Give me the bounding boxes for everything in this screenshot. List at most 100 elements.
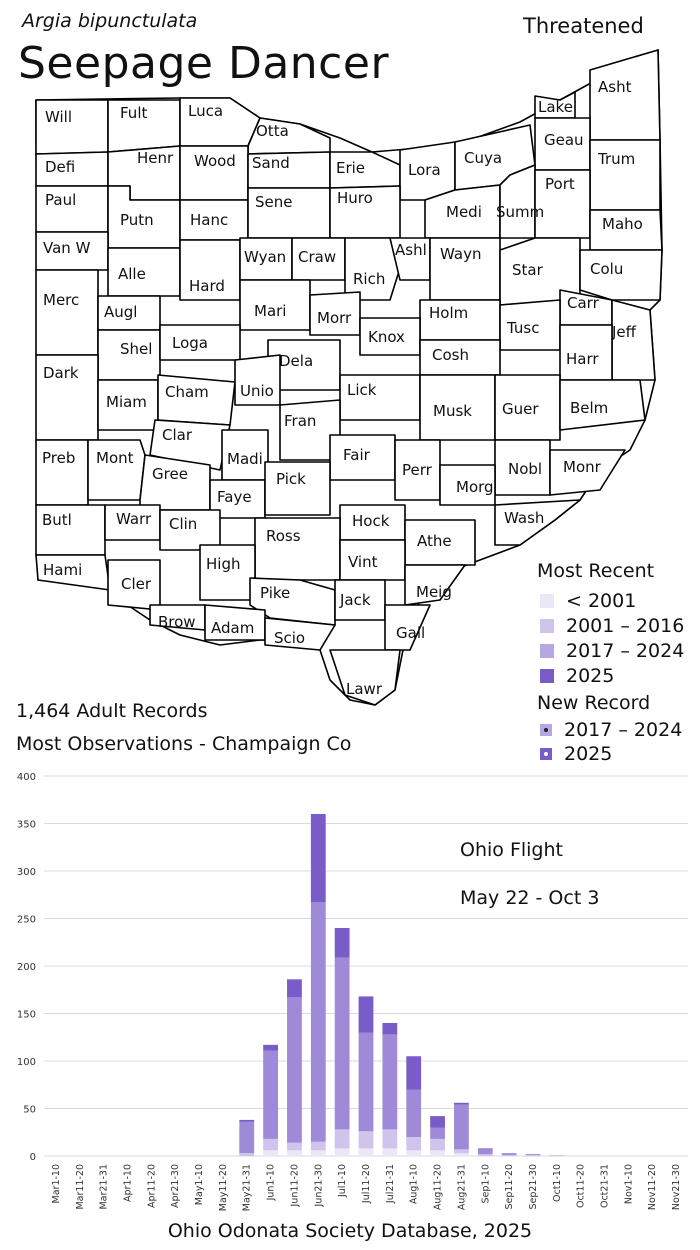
county-label: Warr — [116, 510, 152, 528]
x-tick-label: Apr21-30 — [170, 1164, 181, 1208]
bar-segment — [358, 1032, 374, 1132]
bar-segment — [334, 1148, 350, 1156]
x-tick-label: Jun21-30 — [313, 1164, 324, 1207]
county-label: Jack — [339, 591, 371, 609]
x-tick-label: Sep11-20 — [504, 1164, 515, 1210]
county-label: Merc — [43, 291, 79, 309]
y-tick-label: 0 — [30, 1152, 36, 1163]
county-label: Musk — [433, 402, 472, 420]
scientific-name: Argia bipunctulata — [22, 10, 198, 32]
bar-segment — [263, 1050, 278, 1139]
y-tick-label: 350 — [17, 820, 36, 831]
bar-segment — [239, 1153, 255, 1156]
county-label: Port — [545, 175, 575, 193]
county-clar — [149, 419, 231, 471]
county-label: Hami — [43, 561, 82, 579]
county-label: Hanc — [190, 211, 228, 229]
new-record-title: New Record — [537, 692, 651, 714]
bar-segment — [239, 1121, 255, 1154]
county-label: Clin — [169, 515, 197, 533]
x-tick-label: Sep21-30 — [528, 1164, 539, 1210]
chart-annotation-title: Ohio Flight — [460, 839, 563, 861]
legend-item: 2001 – 2016 — [540, 613, 684, 638]
bar-segment — [382, 1129, 398, 1149]
county-label: Adam — [211, 619, 254, 637]
county-label: Shel — [120, 340, 152, 358]
new-record-item: 2017 – 2024 — [540, 718, 682, 742]
x-tick-label: Jun1-10 — [266, 1164, 277, 1201]
bar-segment — [287, 1150, 302, 1156]
bar-segment — [263, 1044, 278, 1051]
bar-segment — [287, 979, 302, 998]
most-observations: Most Observations - Champaign Co — [16, 733, 352, 755]
county-wash — [494, 499, 581, 546]
county-label: Clar — [162, 426, 193, 444]
county-label: Pike — [260, 584, 290, 602]
county-label: Faye — [217, 488, 252, 506]
county-label: Hock — [352, 512, 390, 530]
bar-segment — [477, 1148, 493, 1150]
bar-segment — [287, 997, 302, 1143]
bar-segment — [310, 902, 326, 1142]
x-tick-label: May21-31 — [242, 1164, 253, 1211]
bar-segment — [310, 814, 326, 903]
y-tick-label: 400 — [17, 772, 36, 783]
bar-segment — [477, 1154, 493, 1156]
x-tick-label: May1-10 — [194, 1164, 205, 1205]
county-label: Craw — [298, 248, 336, 266]
bar-segment — [525, 1155, 541, 1156]
bar-segment — [310, 1141, 326, 1151]
county-label: Star — [512, 261, 544, 279]
county-label: Ross — [266, 527, 301, 545]
county-label: Luca — [188, 102, 223, 120]
county-label: Lick — [347, 381, 377, 399]
y-tick-label: 100 — [17, 1057, 36, 1068]
county-label: Wyan — [244, 248, 286, 266]
new-record-swatch — [540, 748, 552, 760]
county-label: Lora — [408, 161, 441, 179]
county-label: Holm — [429, 304, 468, 322]
county-label: Henr — [137, 149, 174, 167]
common-name: Seepage Dancer — [18, 38, 390, 89]
county-label: Putn — [120, 211, 154, 229]
y-tick-label: 50 — [23, 1105, 36, 1116]
county-label: Knox — [368, 328, 405, 346]
legend-swatch — [540, 593, 554, 608]
bar-segment — [310, 1150, 326, 1156]
county-label: Cosh — [432, 346, 469, 364]
x-tick-label: Jul21-31 — [385, 1164, 396, 1204]
county-label: Perr — [402, 461, 433, 479]
legend-label: 2017 – 2024 — [566, 639, 685, 662]
county-label: Rich — [353, 270, 385, 288]
legend-swatch — [540, 618, 554, 633]
county-label: Van W — [43, 239, 91, 257]
county-monr — [549, 449, 626, 496]
bar-segment — [382, 1023, 398, 1035]
new-record-swatch — [540, 724, 552, 736]
county-label: Asht — [598, 78, 632, 96]
bar-segment — [549, 1155, 565, 1156]
county-label: Madi — [227, 450, 263, 468]
x-axis-ticks: Mar1-10 Mar11-20 Mar21-31 Apr1-10 Apr11-20 Ap… — [51, 1164, 682, 1211]
y-tick-label: 200 — [17, 962, 36, 973]
county-label: Vint — [348, 553, 378, 571]
county-label: Cler — [121, 575, 152, 593]
county-label: Paul — [45, 191, 76, 209]
x-tick-label: Oct21-31 — [600, 1164, 611, 1208]
county-label: Tusc — [506, 319, 539, 337]
county-label: Morg — [456, 478, 494, 496]
bar-segment — [430, 1127, 445, 1139]
new-record-label: 2017 – 2024 — [564, 719, 683, 741]
x-tick-label: Apr1-10 — [122, 1164, 133, 1202]
county-label: High — [206, 555, 240, 573]
county-belm — [559, 379, 646, 431]
county-lake — [534, 91, 576, 119]
bar-segment — [454, 1104, 469, 1150]
y-tick-label: 250 — [17, 915, 36, 926]
x-tick-label: Jul11-20 — [361, 1164, 372, 1204]
county-label: Dark — [43, 364, 79, 382]
county-label: Wayn — [440, 245, 481, 263]
county-label: Meig — [416, 583, 452, 601]
county-label: Miam — [106, 393, 147, 411]
legend-label: 2001 – 2016 — [566, 614, 685, 637]
